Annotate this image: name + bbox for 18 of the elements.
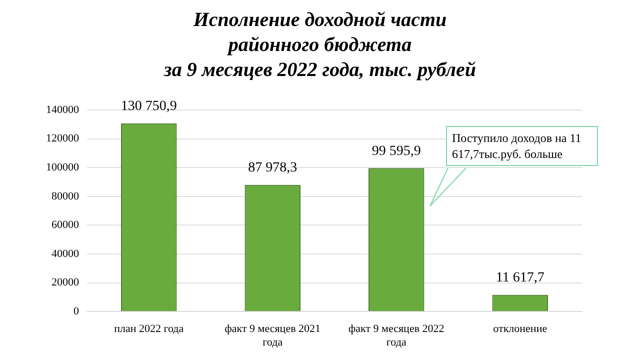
x-tick-label: отклонение — [493, 323, 548, 336]
y-tick-label: 120000 — [46, 132, 80, 145]
y-tick-label: 100000 — [46, 161, 80, 174]
y-tick-label: 40000 — [52, 248, 80, 260]
y-tick-label: 140000 — [46, 104, 80, 116]
chart-title: Исполнение доходной части районного бюджета за 9 месяцев 2022 года, тыс. рублей — [162, 8, 477, 83]
data-label: 11 617,7 — [496, 270, 544, 286]
data-label: 99 595,9 — [372, 144, 421, 159]
x-tick-label: факт 9 месяцев 2022 года — [348, 323, 444, 348]
y-tick-label: 80000 — [52, 190, 80, 202]
x-tick-label: факт 9 месяцев 2021 года — [224, 323, 321, 348]
y-tick-label: 0 — [74, 305, 80, 318]
data-label: 130 750,9 — [120, 98, 177, 114]
data-label: 87 978,3 — [248, 160, 298, 176]
y-tick-label: 60000 — [52, 219, 80, 232]
x-tick-label: план 2022 года — [114, 323, 184, 336]
y-tick-label: 20000 — [52, 276, 80, 289]
annotation: Поступило доходов на 11 617,7тыс.руб. больше — [446, 126, 598, 166]
